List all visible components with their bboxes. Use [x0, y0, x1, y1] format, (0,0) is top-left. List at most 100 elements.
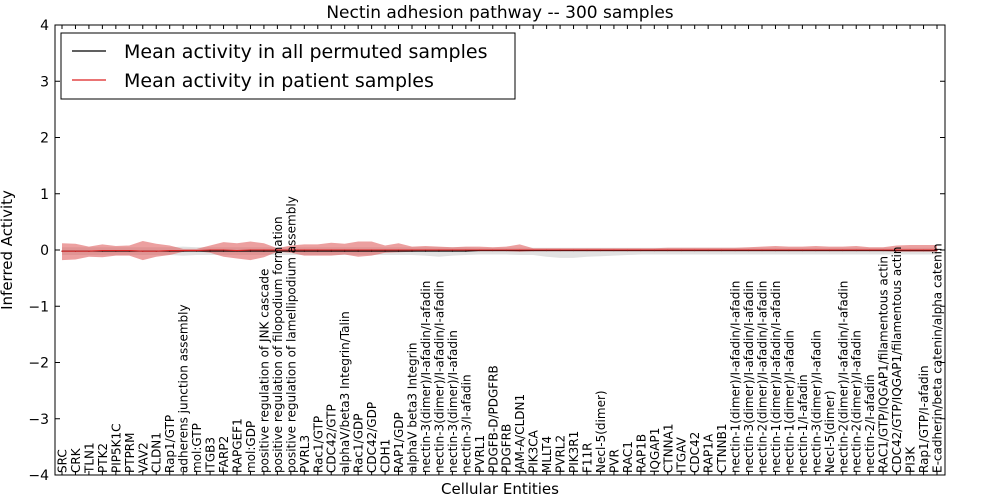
x-tick-label: positive regulation of JNK cascade: [257, 269, 271, 473]
x-tick-label: alphaV beta3 Integrin: [406, 342, 420, 473]
series-point-1-59: [855, 249, 857, 251]
legend-label-patient: Mean activity in patient samples: [124, 70, 434, 92]
series-point-1-8: [169, 249, 171, 252]
series-point-1-34: [519, 249, 521, 251]
series-point-1-11: [209, 249, 211, 251]
x-tick-label: MLLT4: [540, 436, 554, 473]
y-tick-label: −4: [28, 468, 49, 484]
series-point-1-33: [505, 249, 507, 251]
series-point-1-9: [182, 249, 184, 252]
x-tick-label: nectin-1(dimer)/I-afadin: [782, 330, 796, 473]
x-tick-label: RAP1B: [634, 434, 648, 473]
series-point-1-48: [707, 249, 709, 251]
x-tick-label: CDC42: [688, 432, 702, 473]
x-tick-label: E-cadherin/beta catenin/alpha catenin: [931, 243, 945, 473]
chart-title: Nectin adhesion pathway -- 300 samples: [326, 3, 673, 23]
series-point-0-21: [344, 250, 346, 252]
x-tick-label: nectin-2(dimer)/I-afadin/I-afadin: [836, 281, 850, 473]
series-point-0-29: [451, 250, 453, 252]
series-point-1-10: [196, 249, 198, 252]
series-point-1-25: [397, 249, 400, 251]
x-tick-label: PDGFB-D/PDGFRB: [486, 365, 500, 473]
series-point-1-63: [909, 249, 911, 251]
y-axis-label: Inferred Activity: [0, 190, 16, 310]
x-tick-label: PTK2: [96, 443, 110, 473]
x-tick-label: Necl-5(dimer): [594, 390, 608, 473]
x-tick-label: CDC42/GTP/IQGAP1/filamentous actin: [890, 247, 904, 473]
x-tick-label: mol:GTP: [190, 423, 204, 473]
series-point-0-16: [276, 250, 278, 252]
x-tick-label: PIK3R1: [567, 431, 581, 473]
series-point-1-61: [882, 249, 884, 251]
y-tick-label: 0: [40, 243, 49, 259]
series-point-0-25: [397, 250, 400, 252]
series-line-1: [62, 249, 937, 252]
series-point-1-5: [128, 249, 130, 252]
x-tick-label: nectin-3/I-afadin: [459, 374, 473, 473]
x-tick-label: nectin-1/I-afadin: [796, 374, 810, 473]
x-tick-label: RAC1/GTP/IQGAP1/filamentous actin: [877, 256, 891, 473]
x-tick-label: nectin-3(dimer)/I-afadin: [446, 330, 460, 473]
series-point-1-42: [626, 249, 628, 251]
x-tick-label: CDH1: [379, 439, 393, 473]
series-point-1-0: [61, 250, 63, 252]
series-point-1-29: [451, 249, 453, 251]
series-point-0-14: [249, 250, 252, 252]
series-point-1-20: [330, 249, 332, 251]
series-point-1-57: [828, 249, 830, 251]
x-tick-label: PIK3CA: [527, 429, 541, 473]
x-tick-label: nectin-2(dimer)/I-afadin: [850, 330, 864, 473]
series-point-1-58: [842, 249, 844, 251]
series-point-1-24: [384, 249, 386, 251]
series-point-1-1: [74, 250, 77, 252]
x-tick-label: PVRL3: [298, 435, 312, 473]
y-tick-label: −3: [28, 412, 49, 428]
series-point-1-2: [88, 250, 90, 252]
series-point-1-46: [680, 249, 682, 251]
x-tick-label: positive regulation of filopodium format…: [271, 216, 285, 473]
x-tick-label: CTNNA1: [661, 423, 675, 473]
series-point-1-26: [411, 249, 413, 251]
plot-border: [54, 24, 946, 476]
x-tick-label: Rap1/GTP: [163, 415, 177, 473]
series-point-1-27: [424, 249, 427, 251]
series-point-0-22: [357, 250, 359, 252]
series-point-1-31: [478, 249, 480, 251]
series-point-0-17: [290, 250, 292, 252]
series-point-1-23: [371, 249, 373, 251]
series-point-0-18: [303, 250, 305, 252]
series-point-1-16: [276, 249, 278, 251]
x-tick-label: mol:GDP: [244, 421, 258, 473]
series-point-1-17: [290, 249, 292, 251]
category-labels: SRC CRK TLN1 PTK2 PIP5K1C PTPRM VAV2 CLDN1 Rap1/…: [56, 196, 945, 474]
x-tick-label: IQGAP1: [648, 428, 662, 473]
x-tick-label: nectin-2(dimer)/I-afadin/I-afadin: [756, 281, 770, 473]
x-tick-label: CLDN1: [150, 432, 164, 473]
series-point-1-43: [640, 249, 642, 251]
series-point-0-26: [411, 250, 413, 252]
x-tick-label: adherens junction assembly: [177, 304, 191, 473]
series-point-1-7: [155, 250, 157, 252]
x-tick-label: PVR: [607, 449, 621, 473]
series-point-1-50: [734, 249, 736, 251]
series-point-1-40: [599, 249, 602, 251]
x-tick-label: CRK: [69, 447, 83, 473]
y-tick-label: 3: [40, 74, 49, 90]
series-point-0-24: [384, 250, 386, 252]
series-lines: [61, 249, 938, 252]
legend-label-permuted: Mean activity in all permuted samples: [124, 41, 487, 63]
legend-box: [60, 32, 516, 100]
x-tick-label: Rac1/GDP: [352, 414, 366, 473]
x-tick-label: PVRL1: [473, 435, 487, 473]
x-tick-label: TLN1: [82, 442, 96, 474]
series-point-1-3: [101, 249, 103, 252]
x-tick-label: ITGAV: [675, 436, 689, 473]
series-point-0-28: [438, 250, 440, 252]
series-point-0-15: [263, 250, 265, 252]
series-point-1-15: [263, 249, 265, 251]
x-tick-label: nectin-3(dimer)/I-afadin/I-afadin: [419, 281, 433, 473]
series-point-1-4: [115, 249, 117, 252]
x-tick-label: RAC1: [621, 441, 635, 473]
series-point-1-53: [774, 249, 777, 251]
series-point-1-19: [317, 249, 319, 251]
